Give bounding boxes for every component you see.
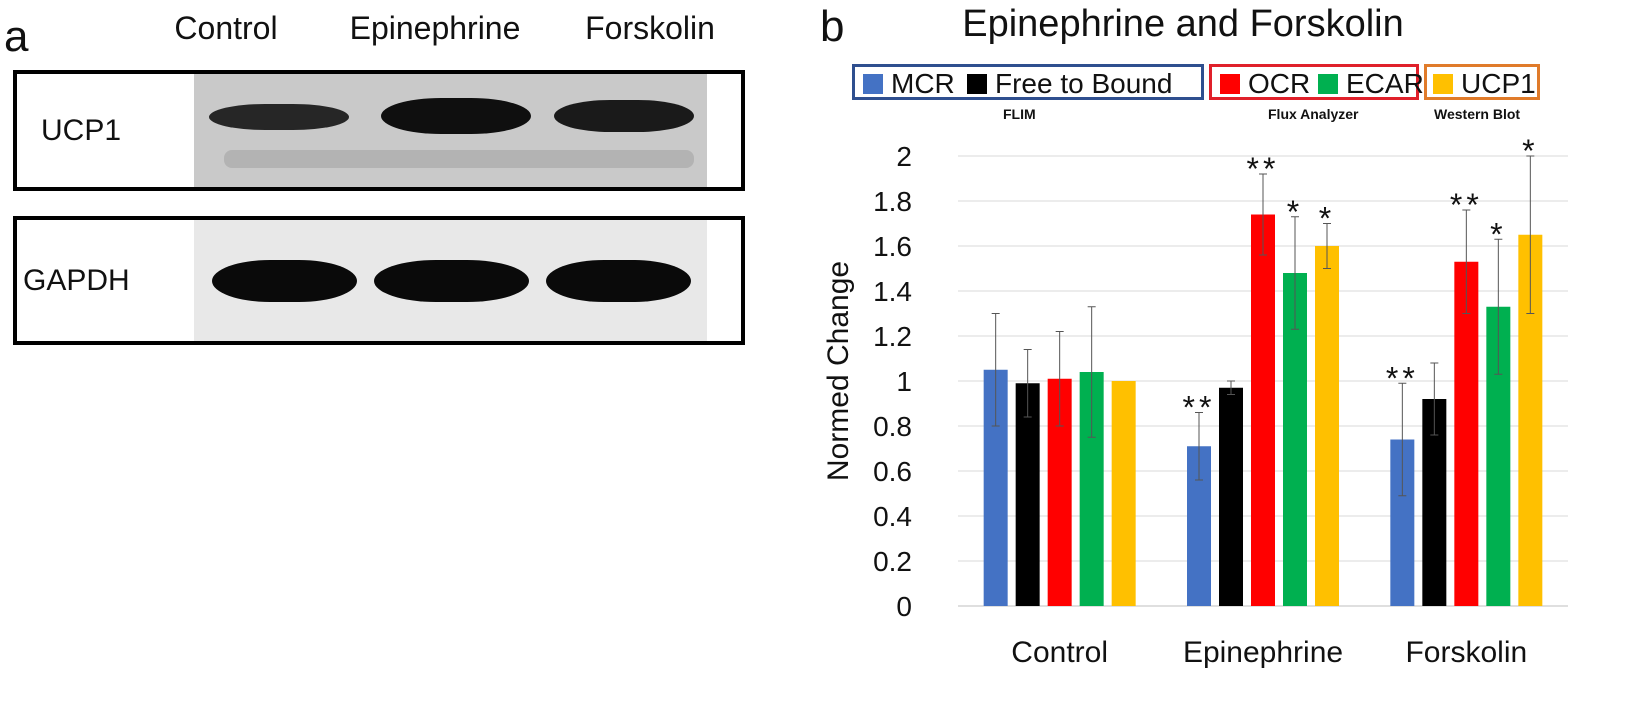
ucp1-faint-band [224, 150, 694, 168]
x-category-labels: Control Epinephrine Forskolin [1011, 636, 1527, 669]
y-tick-label: 1.2 [873, 321, 912, 352]
bar-free-to-bound-epinephrine [1219, 387, 1243, 606]
y-tick-label: 0 [896, 591, 912, 622]
y-tick-label: 1.6 [873, 231, 912, 262]
gapdh-blot: GAPDH [13, 216, 745, 345]
ucp1-blot: UCP1 [13, 70, 745, 191]
ucp1-band-control [209, 104, 349, 130]
legend-item-ecar: ECAR [1318, 70, 1424, 98]
legend-label-ucp1: UCP1 [1461, 68, 1536, 99]
gapdh-band-epinephrine [374, 260, 529, 302]
error-bars [991, 155, 1535, 497]
legend-item-free-to-bound: Free to Bound [967, 70, 1172, 98]
bar-ocr-forskolin [1454, 261, 1479, 606]
significance-marker: ** [1247, 151, 1280, 187]
legend-swatch-free-to-bound [967, 74, 987, 94]
legend-swatch-ecar [1318, 74, 1338, 94]
legend-swatch-ucp1 [1433, 74, 1453, 94]
gapdh-blot-label: GAPDH [23, 264, 130, 297]
gapdh-band-control [212, 260, 357, 302]
legend-caption-flim: FLIM [1003, 106, 1036, 122]
x-category-label: Control [1011, 636, 1108, 669]
y-tick-label: 1 [896, 366, 912, 397]
legend-label-free-to-bound: Free to Bound [995, 68, 1173, 99]
bar-ucp1-control [1111, 381, 1136, 606]
y-tick-label: 1.8 [873, 186, 912, 217]
panel-b-letter: b [820, 2, 845, 51]
y-tick-labels: 0 0.2 0.4 0.6 0.8 1 1.2 1.4 1.6 1.8 2 [873, 141, 912, 622]
legend-label-mcr: MCR [891, 68, 955, 99]
legend-caption-western-blot: Western Blot [1434, 106, 1521, 122]
y-tick-label: 2 [896, 141, 912, 172]
legend-item-mcr: MCR [863, 70, 955, 98]
ucp1-band-forskolin [554, 100, 694, 132]
legend-label-ocr: OCR [1248, 68, 1311, 99]
legend-group-western-blot: UCP1 [1424, 64, 1540, 100]
legend-swatch-mcr [863, 74, 883, 94]
significance-marker: * [1490, 216, 1506, 252]
legend-label-ecar: ECAR [1346, 68, 1424, 99]
legend-item-ocr: OCR [1220, 70, 1310, 98]
y-tick-label: 0.8 [873, 411, 912, 442]
significance-marker: * [1522, 133, 1538, 169]
panel-a-letter: a [4, 12, 29, 61]
significance-marker: ** [1386, 360, 1419, 396]
significance-marker: ** [1450, 187, 1483, 223]
y-axis-label: Normed Change [822, 261, 855, 481]
y-tick-label: 1.4 [873, 276, 912, 307]
lane-label-control: Control [174, 10, 278, 46]
legend-item-ucp1: UCP1 [1433, 70, 1536, 98]
significance-marker: * [1319, 201, 1335, 237]
y-tick-label: 0.4 [873, 501, 912, 532]
chart-title: Epinephrine and Forskolin [962, 3, 1404, 45]
ucp1-band-epinephrine [381, 98, 531, 134]
significance-marker: * [1287, 194, 1303, 230]
y-tick-label: 0.6 [873, 456, 912, 487]
gapdh-band-forskolin [546, 260, 691, 302]
y-tick-label: 0.2 [873, 546, 912, 577]
ucp1-blot-label: UCP1 [41, 114, 122, 147]
lane-label-epinephrine: Epinephrine [349, 10, 521, 46]
significance-markers: ***** ******* [1183, 133, 1538, 426]
x-category-label: Epinephrine [1183, 636, 1343, 669]
legend-group-flim: MCR Free to Bound [852, 64, 1204, 100]
bar-free-to-bound-control [1015, 383, 1040, 606]
bars [983, 214, 1543, 606]
significance-marker: ** [1183, 390, 1216, 426]
bar-ocr-epinephrine [1251, 214, 1275, 606]
legend-swatch-ocr [1220, 74, 1240, 94]
bar-ucp1-epinephrine [1315, 246, 1339, 606]
lane-label-forskolin: Forskolin [585, 10, 715, 46]
gapdh-blot-image [194, 220, 707, 341]
legend-caption-flux-analyzer: Flux Analyzer [1268, 106, 1359, 122]
legend-group-flux-analyzer: OCR ECAR [1209, 64, 1424, 100]
ucp1-blot-image [194, 74, 707, 187]
x-category-label: Forskolin [1405, 636, 1527, 669]
